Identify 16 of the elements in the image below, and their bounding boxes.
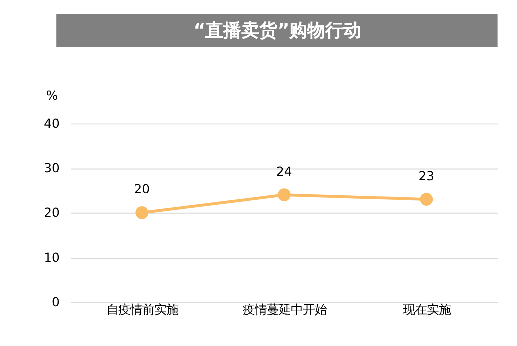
y-tick-label: 30 <box>44 160 60 176</box>
point <box>420 193 434 206</box>
y-axis-title: % <box>46 88 58 104</box>
point <box>278 188 291 202</box>
chart-title: “直播卖货”购物行动 <box>194 20 362 42</box>
y-tick-label: 0 <box>52 294 60 310</box>
point <box>136 206 149 220</box>
data-label: 23 <box>418 168 435 184</box>
x-tick-label: 疫情蔓延中开始 <box>242 302 327 318</box>
x-tick-label: 现在实施 <box>403 302 452 318</box>
y-tick-label: 40 <box>44 116 60 132</box>
y-tick-label: 10 <box>44 250 60 265</box>
x-tick-label: 自疫情前实施 <box>106 302 179 318</box>
y-tick-label: 20 <box>44 205 60 220</box>
data-label: 24 <box>276 164 292 179</box>
data-label: 20 <box>134 182 150 197</box>
